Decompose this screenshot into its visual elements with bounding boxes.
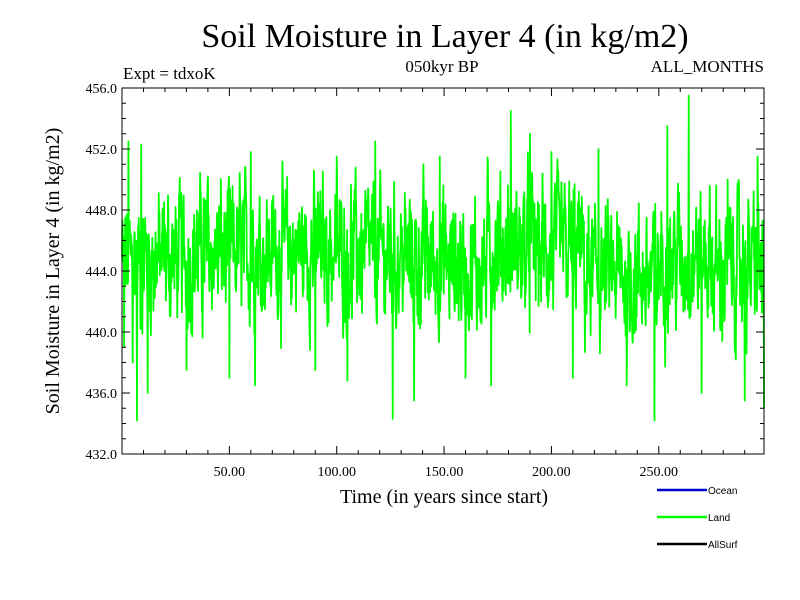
y-tick-label: 440.0 — [86, 326, 118, 341]
x-axis-ticks: 50.00 100.00 150.00 200.00 250.00 — [142, 88, 746, 480]
x-tick-label: 150.00 — [425, 465, 464, 480]
legend-label-allsurf: AllSurf — [708, 540, 738, 551]
legend-label-land: Land — [708, 513, 730, 524]
x-tick-label: 100.00 — [317, 465, 356, 480]
y-tick-label: 436.0 — [86, 387, 118, 402]
y-tick-label: 432.0 — [86, 448, 118, 463]
y-tick-label: 444.0 — [86, 265, 118, 280]
chart-subtitle-right: ALL_MONTHS — [651, 57, 764, 76]
series-line-land — [121, 94, 765, 422]
y-tick-label: 456.0 — [86, 82, 118, 97]
x-axis-label: Time (in years since start) — [340, 486, 548, 508]
y-tick-label: 452.0 — [86, 143, 118, 158]
legend-label-ocean: Ocean — [708, 486, 737, 497]
y-axis-label: Soil Moisture in Layer 4 (in kg/m2) — [42, 128, 64, 415]
chart-subtitle-left: Expt = tdxoK — [123, 64, 216, 83]
chart-title: Soil Moisture in Layer 4 (in kg/m2) — [201, 18, 688, 55]
legend: Ocean Land AllSurf — [657, 486, 738, 551]
series-layer — [121, 94, 765, 422]
x-tick-label: 50.00 — [214, 465, 246, 480]
x-tick-label: 200.00 — [532, 465, 571, 480]
chart-subtitle-center: 050kyr BP — [405, 57, 478, 76]
y-axis-ticks: 432.0 436.0 440.0 444.0 448.0 452.0 456.0 — [86, 82, 764, 463]
x-tick-label: 250.00 — [640, 465, 679, 480]
y-tick-label: 448.0 — [86, 204, 118, 219]
